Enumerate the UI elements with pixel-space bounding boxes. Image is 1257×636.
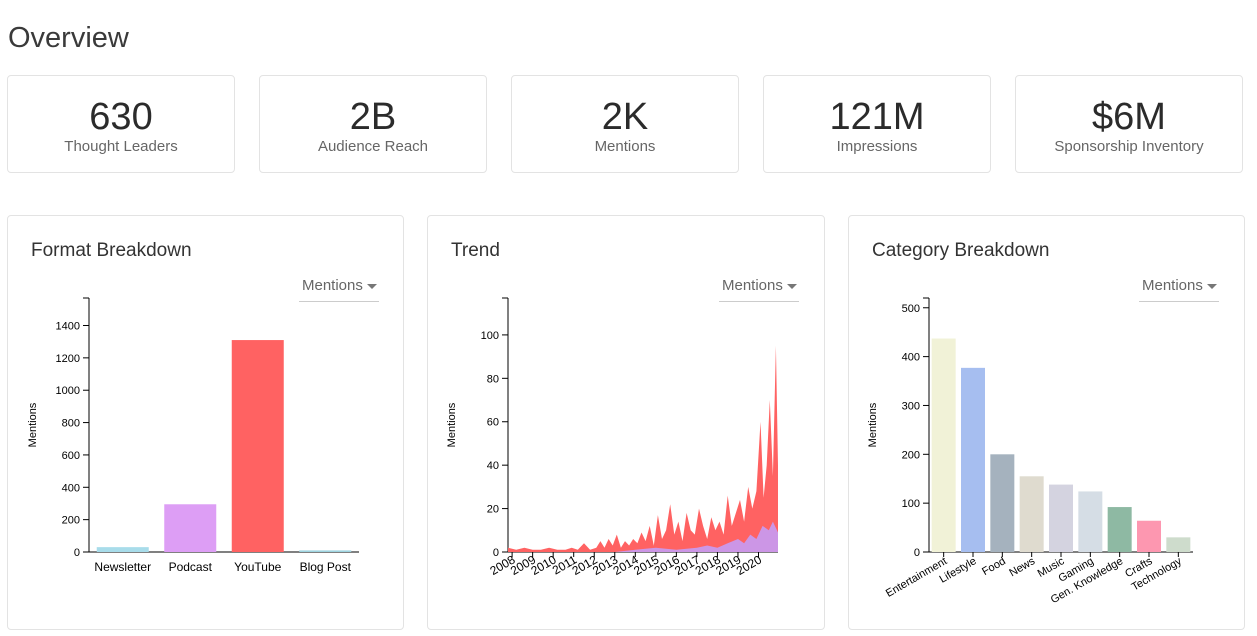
bar-food	[990, 454, 1015, 552]
y-tick-label: 200	[62, 515, 80, 527]
bar-podcast	[164, 504, 217, 552]
x-tick-label: Blog Post	[300, 560, 352, 574]
x-tick-label: Podcast	[169, 560, 213, 574]
trend-card: Trend Mentions 0 20 40 60 80 100 Mentions 2008 2…	[427, 215, 825, 630]
y-axis-label: Mentions	[27, 402, 39, 447]
bar-entertainment	[931, 338, 956, 552]
bar-music	[1049, 484, 1073, 552]
category-breakdown-card: Category Breakdown Mentions 0 100 200 300 40…	[848, 215, 1245, 630]
dropdown-value: Mentions	[722, 277, 783, 294]
y-tick-label: 1400	[56, 321, 80, 333]
kpi-label: Impressions	[836, 138, 918, 155]
y-tick-label: 0	[74, 547, 80, 559]
bar-crafts	[1137, 520, 1161, 552]
x-tick-label: YouTube	[234, 560, 281, 574]
kpi-card-impressions: 121M Impressions	[763, 75, 991, 173]
caret-down-icon	[1207, 284, 1217, 289]
bar-gen-knowledge	[1107, 507, 1132, 552]
kpi-value: 2K	[601, 96, 649, 138]
y-axis-label: Mentions	[446, 402, 458, 447]
card-title: Trend	[451, 240, 500, 261]
kpi-value: 630	[89, 96, 153, 138]
bar-youtube	[231, 340, 284, 552]
y-tick-label: 100	[481, 330, 499, 342]
y-tick-label: 40	[487, 460, 499, 472]
y-tick-label: 80	[487, 373, 499, 385]
kpi-card-thought-leaders: 630 Thought Leaders	[7, 75, 235, 173]
kpi-card-mentions: 2K Mentions	[511, 75, 739, 173]
metric-dropdown[interactable]: Mentions	[1139, 277, 1219, 302]
y-tick-label: 0	[914, 547, 920, 559]
dropdown-value: Mentions	[1142, 277, 1203, 294]
bar-blog-post	[299, 550, 352, 552]
kpi-card-sponsorship-inventory: $6M Sponsorship Inventory	[1015, 75, 1243, 173]
card-title: Category Breakdown	[872, 240, 1050, 261]
kpi-card-audience-reach: 2B Audience Reach	[259, 75, 487, 173]
y-tick-label: 400	[902, 352, 920, 364]
category-breakdown-chart: 0100200300400500MentionsEntertainmentLif…	[867, 297, 1193, 606]
y-tick-label: 300	[902, 400, 920, 412]
y-tick-label: 200	[902, 449, 920, 461]
x-tick-label: Food	[980, 555, 1008, 578]
kpi-label: Sponsorship Inventory	[1054, 138, 1204, 155]
bar-newsletter	[96, 547, 149, 552]
x-tick-label: News	[1007, 555, 1037, 579]
bar-news	[1019, 476, 1044, 552]
kpi-label: Mentions	[594, 138, 656, 155]
y-tick-label: 1200	[56, 353, 80, 365]
area-series-1	[508, 345, 778, 552]
y-tick-label: 600	[62, 450, 80, 462]
kpi-value: 121M	[829, 96, 925, 138]
bar-lifestyle	[961, 367, 985, 552]
y-tick-label: 500	[902, 303, 920, 315]
y-axis-label: Mentions	[867, 402, 879, 447]
y-tick-label: 400	[62, 482, 80, 494]
y-tick-label: 0	[493, 547, 499, 559]
bar-technology	[1166, 537, 1191, 552]
format-breakdown-chart: 0 200 400 600 800 1000 1200 1400 Mentions Newslet…	[27, 297, 359, 574]
caret-down-icon	[787, 284, 797, 289]
metric-dropdown[interactable]: Mentions	[299, 277, 379, 302]
dropdown-value: Mentions	[302, 277, 363, 294]
page-title: Overview	[8, 22, 129, 54]
kpi-label: Thought Leaders	[64, 138, 178, 155]
caret-down-icon	[367, 284, 377, 289]
x-tick-label: Newsletter	[94, 560, 151, 574]
kpi-value: 2B	[349, 96, 397, 138]
metric-dropdown[interactable]: Mentions	[719, 277, 799, 302]
y-tick-label: 1000	[56, 385, 80, 397]
y-tick-label: 800	[62, 418, 80, 430]
format-breakdown-card: Format Breakdown Mentions 0 200 400 600 800 1…	[7, 215, 404, 630]
y-tick-label: 100	[902, 498, 920, 510]
y-tick-label: 60	[487, 417, 499, 429]
kpi-value: $6M	[1092, 96, 1166, 138]
y-tick-label: 20	[487, 504, 499, 516]
bar-gaming	[1078, 491, 1103, 552]
kpi-label: Audience Reach	[317, 138, 429, 155]
area-series-2	[508, 521, 778, 552]
trend-chart: 020406080100Mentions20082009201020112012…	[446, 297, 778, 578]
card-title: Format Breakdown	[31, 240, 192, 261]
